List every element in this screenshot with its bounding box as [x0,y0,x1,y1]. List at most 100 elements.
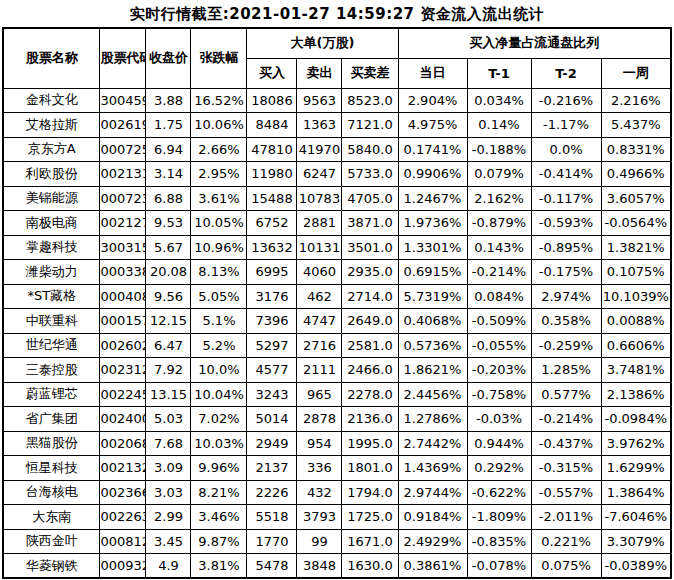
change-pct-cell: 10.04% [191,382,247,407]
buy-sell-diff-cell: 2935.0 [342,260,398,285]
today-pct-cell: 0.5736% [398,333,467,358]
stock-code-cell[interactable]: 000812 [100,529,146,554]
stock-name-cell[interactable]: 潍柴动力 [3,260,100,285]
table-row: 美锦能源0007236.883.61%15488107834705.01.246… [3,186,671,211]
stock-name-cell[interactable]: 台海核电 [3,480,100,505]
today-pct-cell: 0.1741% [398,137,467,162]
change-pct-cell: 10.06% [191,113,247,138]
table-row: 艾格拉斯0026191.7510.06%848413637121.04.975%… [3,113,671,138]
stock-code-cell[interactable]: 002312 [100,358,146,383]
stock-name-cell[interactable]: 京东方A [3,137,100,162]
stock-code-cell[interactable]: 002068 [100,431,146,456]
stock-code-cell[interactable]: 002132 [100,456,146,481]
stock-flow-table: 股票名称 股票代码 收盘价 张跌幅 大单(万股) 买入净量占流通盘比列 买入 卖… [2,27,672,579]
week-pct-cell: 0.6606% [601,333,671,358]
stock-name-cell[interactable]: 华菱钢铁 [3,554,100,579]
page-title: 实时行情截至:2021-01-27 14:59:27 资金流入流出统计 [0,0,674,24]
stock-name-cell[interactable]: 艾格拉斯 [3,113,100,138]
buy-sell-diff-cell: 3501.0 [342,235,398,260]
stock-name-cell[interactable]: 黑猫股份 [3,431,100,456]
close-price-cell: 2.99 [146,505,191,530]
close-price-cell: 4.9 [146,554,191,579]
stock-name-cell[interactable]: 三泰控股 [3,358,100,383]
stock-code-cell[interactable]: 000408 [100,284,146,309]
t1-pct-cell: -1.809% [467,505,531,530]
buy-cell: 6752 [247,211,297,236]
stock-name-cell[interactable]: 掌趣科技 [3,235,100,260]
stock-code-cell[interactable]: 002263 [100,505,146,530]
close-price-cell: 6.88 [146,186,191,211]
t2-pct-cell: 0.075% [531,554,601,579]
stock-name-cell[interactable]: 南极电商 [3,211,100,236]
close-price-cell: 3.14 [146,162,191,187]
header-buy: 买入 [247,58,297,88]
week-pct-cell: 1.3864% [601,480,671,505]
table-row: 华菱钢铁0009324.93.81%547838481630.00.3861%-… [3,554,671,579]
t2-pct-cell: -0.175% [531,260,601,285]
stock-code-cell[interactable]: 000157 [100,309,146,334]
t2-pct-cell: 0.358% [531,309,601,334]
stock-name-cell[interactable]: 美锦能源 [3,186,100,211]
header-buy-sell-diff: 买卖差 [342,58,398,88]
week-pct-cell: 2.1386% [601,382,671,407]
week-pct-cell: -7.6046% [601,505,671,530]
buy-cell: 7396 [247,309,297,334]
stock-code-cell[interactable]: 002400 [100,407,146,432]
buy-sell-diff-cell: 2136.0 [342,407,398,432]
buy-cell: 6995 [247,260,297,285]
stock-name-cell[interactable]: 金科文化 [3,88,100,113]
close-price-cell: 13.15 [146,382,191,407]
stock-code-cell[interactable]: 002127 [100,211,146,236]
close-price-cell: 12.15 [146,309,191,334]
stock-name-cell[interactable]: 利欧股份 [3,162,100,187]
change-pct-cell: 2.95% [191,162,247,187]
stock-name-cell[interactable]: *ST藏格 [3,284,100,309]
table-row: 陕西金叶0008123.459.87%1770991671.02.4929%-0… [3,529,671,554]
stock-name-cell[interactable]: 陕西金叶 [3,529,100,554]
header-stock-name: 股票名称 [3,28,100,88]
stock-code-cell[interactable]: 000725 [100,137,146,162]
t1-pct-cell: -0.03% [467,407,531,432]
header-change-pct: 张跌幅 [191,28,247,88]
t2-pct-cell: -0.259% [531,333,601,358]
stock-code-cell[interactable]: 002245 [100,382,146,407]
stock-code-cell[interactable]: 000723 [100,186,146,211]
stock-code-cell[interactable]: 002131 [100,162,146,187]
t1-pct-cell: 2.162% [467,186,531,211]
t1-pct-cell: -0.214% [467,260,531,285]
table-row: 恒星科技0021323.099.96%21373361801.01.4369%0… [3,456,671,481]
close-price-cell: 7.92 [146,358,191,383]
sell-cell: 10131 [297,235,342,260]
week-pct-cell: 3.7481% [601,358,671,383]
week-pct-cell: 5.437% [601,113,671,138]
today-pct-cell: 4.975% [398,113,467,138]
t1-pct-cell: -0.879% [467,211,531,236]
buy-cell: 2949 [247,431,297,456]
stock-code-cell[interactable]: 002619 [100,113,146,138]
t1-pct-cell: -0.078% [467,554,531,579]
change-pct-cell: 10.05% [191,211,247,236]
stock-name-cell[interactable]: 大东南 [3,505,100,530]
buy-cell: 15488 [247,186,297,211]
change-pct-cell: 7.02% [191,407,247,432]
close-price-cell: 3.09 [146,456,191,481]
stock-name-cell[interactable]: 世纪华通 [3,333,100,358]
today-pct-cell: 2.904% [398,88,467,113]
stock-code-cell[interactable]: 000932 [100,554,146,579]
stock-code-cell[interactable]: 000338 [100,260,146,285]
stock-code-cell[interactable]: 002366 [100,480,146,505]
stock-code-cell[interactable]: 002602 [100,333,146,358]
stock-name-cell[interactable]: 蔚蓝锂芯 [3,382,100,407]
close-price-cell: 9.53 [146,211,191,236]
stock-code-cell[interactable]: 300459 [100,88,146,113]
stock-name-cell[interactable]: 省广集团 [3,407,100,432]
t1-pct-cell: -0.055% [467,333,531,358]
close-price-cell: 3.88 [146,88,191,113]
stock-name-cell[interactable]: 恒星科技 [3,456,100,481]
stock-code-cell[interactable]: 300315 [100,235,146,260]
buy-sell-diff-cell: 7121.0 [342,113,398,138]
table-row: 三泰控股0023127.9210.0%457721112466.01.8621%… [3,358,671,383]
buy-cell: 5478 [247,554,297,579]
buy-cell: 8484 [247,113,297,138]
stock-name-cell[interactable]: 中联重科 [3,309,100,334]
